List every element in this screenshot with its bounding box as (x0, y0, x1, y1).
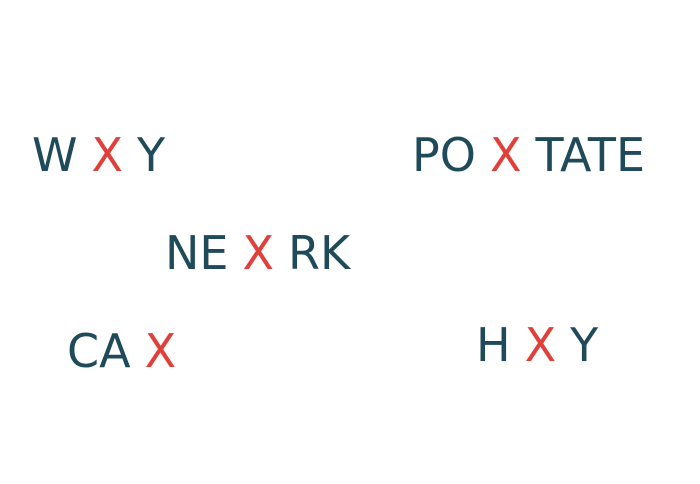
word-2-suffix: TATE (535, 128, 646, 182)
word-4-prefix: CA (67, 324, 131, 378)
word-2-prefix: PO (412, 128, 476, 182)
word-3-missing-letter: X (242, 226, 274, 280)
word-3-suffix: RK (288, 226, 351, 280)
word-puzzle-3: NE X RK (165, 230, 350, 276)
word-puzzle-4: CA X (67, 328, 190, 374)
word-1-suffix: Y (137, 128, 166, 182)
word-5-suffix: Y (570, 318, 599, 372)
word-5-prefix: H (476, 318, 511, 372)
word-1-missing-letter: X (91, 128, 123, 182)
word-4-missing-letter: X (144, 324, 177, 378)
word-puzzle-2: PO X TATE (412, 132, 645, 178)
word-2-missing-letter: X (489, 128, 522, 182)
word-3-prefix: NE (165, 226, 229, 280)
word-1-prefix: W (32, 128, 78, 182)
word-5-missing-letter: X (524, 318, 557, 372)
